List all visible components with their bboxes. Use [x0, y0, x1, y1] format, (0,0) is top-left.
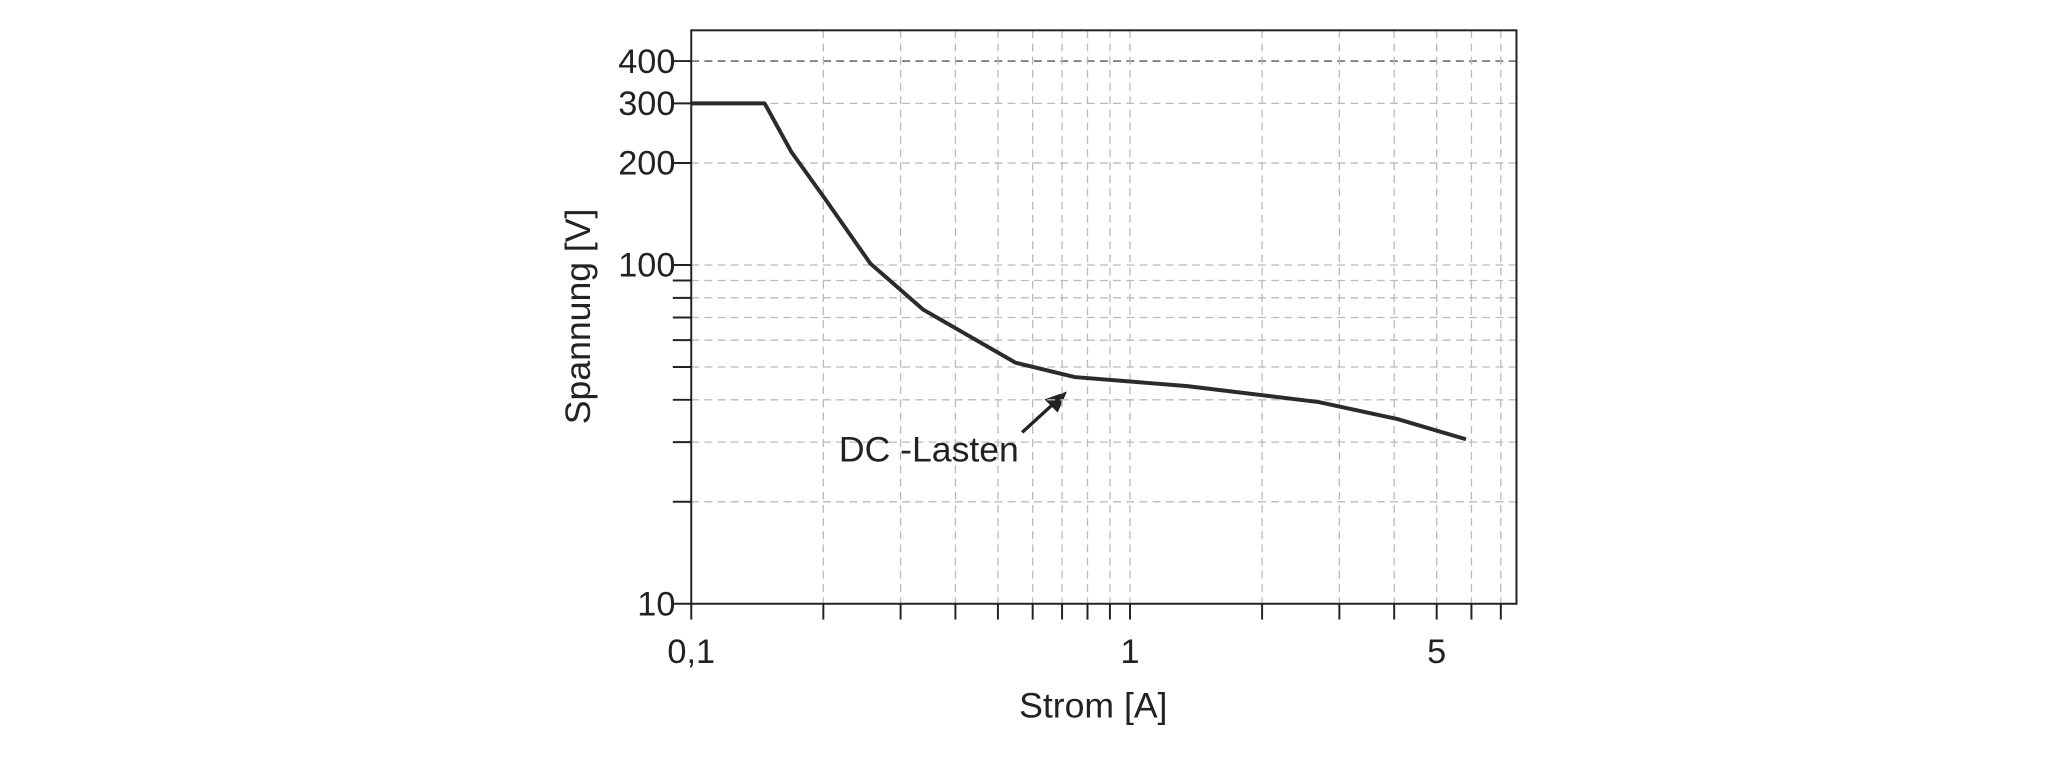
- y-tick-label: 400: [618, 43, 675, 81]
- y-tick-label: 300: [618, 85, 675, 123]
- x-tick-label: 0,1: [667, 633, 715, 671]
- plot-frame: [690, 29, 1518, 605]
- y-tick-label: 100: [618, 247, 675, 285]
- x-axis-label: Strom [A]: [1019, 685, 1167, 725]
- x-tick-label: 5: [1427, 633, 1446, 671]
- y-tick-label: 10: [637, 585, 675, 623]
- annotation-arrow: [1021, 403, 1054, 434]
- line-series: [691, 101, 1467, 442]
- y-tick-label: 200: [618, 145, 675, 183]
- x-tick-label: 1: [1120, 633, 1139, 671]
- annotation-arrowhead: [1044, 391, 1067, 413]
- y-axis-label: Spannung [V]: [558, 209, 598, 425]
- series-label: DC -Lasten: [839, 430, 1019, 470]
